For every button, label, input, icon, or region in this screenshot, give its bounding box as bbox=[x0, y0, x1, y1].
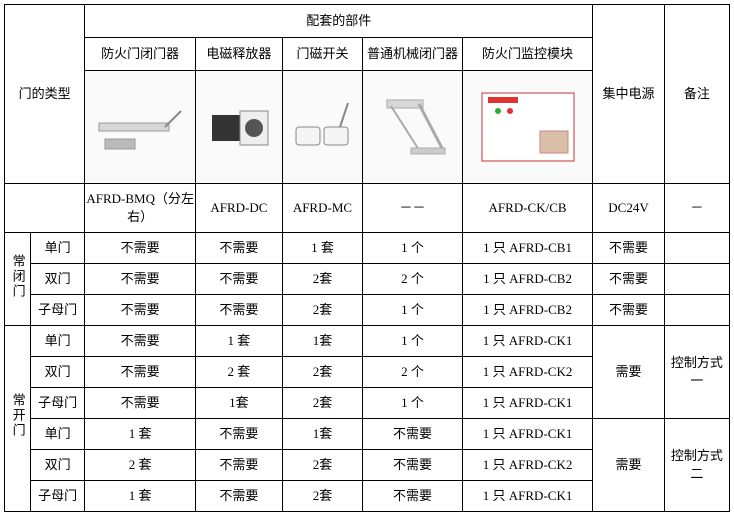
groupB-note-1: 控制方式一 bbox=[664, 326, 729, 419]
cell: 不需要 bbox=[593, 295, 665, 326]
components-header: 配套的部件 bbox=[85, 5, 593, 38]
cell bbox=[664, 233, 729, 264]
groupB-sub-1: 双门 bbox=[31, 357, 85, 388]
img-switch bbox=[282, 71, 362, 184]
cell: 1套 bbox=[282, 326, 362, 357]
cell: 1 套 bbox=[85, 481, 196, 512]
cell: 不需要 bbox=[85, 264, 196, 295]
groupB-sub-2: 子母门 bbox=[31, 388, 85, 419]
cell: 不需要 bbox=[195, 295, 282, 326]
cell: 不需要 bbox=[85, 326, 196, 357]
col-0-header: 防火门闭门器 bbox=[85, 38, 196, 71]
cell: 1套 bbox=[195, 388, 282, 419]
model-row-spacer bbox=[5, 184, 85, 233]
cell: 1 只 AFRD-CK2 bbox=[462, 357, 592, 388]
cell: 1 只 AFRD-CK2 bbox=[462, 450, 592, 481]
model-4: AFRD-CK/CB bbox=[462, 184, 592, 233]
groupB-sub-3: 单门 bbox=[31, 419, 85, 450]
cell: 1 只 AFRD-CB1 bbox=[462, 233, 592, 264]
cell: 1 套 bbox=[85, 419, 196, 450]
img-emag bbox=[195, 71, 282, 184]
cell: 1 只 AFRD-CK1 bbox=[462, 481, 592, 512]
groupB-power-1: 需要 bbox=[593, 326, 665, 419]
model-1: AFRD-DC bbox=[195, 184, 282, 233]
cell: 1套 bbox=[282, 419, 362, 450]
door-type-header: 门的类型 bbox=[5, 5, 85, 184]
cell: 1 套 bbox=[195, 326, 282, 357]
cell: 1 只 AFRD-CK1 bbox=[462, 419, 592, 450]
col-4-header: 防火门监控模块 bbox=[462, 38, 592, 71]
groupA-sub-2: 子母门 bbox=[31, 295, 85, 326]
col-2-header: 门磁开关 bbox=[282, 38, 362, 71]
groupB-title: 常开门 bbox=[5, 326, 31, 512]
cell: 2套 bbox=[282, 357, 362, 388]
groupA-title: 常闭门 bbox=[5, 233, 31, 326]
cell: 不需要 bbox=[195, 233, 282, 264]
cell: 不需要 bbox=[85, 233, 196, 264]
cell: 2套 bbox=[282, 481, 362, 512]
img-module bbox=[462, 71, 592, 184]
cell: 1 只 AFRD-CB2 bbox=[462, 264, 592, 295]
cell: 不需要 bbox=[363, 481, 463, 512]
door-type-label: 门的类型 bbox=[19, 86, 71, 101]
cell: 1 套 bbox=[282, 233, 362, 264]
cell: 2 套 bbox=[195, 357, 282, 388]
model-5: DC24V bbox=[593, 184, 665, 233]
cell: 不需要 bbox=[195, 450, 282, 481]
cell: 2套 bbox=[282, 264, 362, 295]
cell: 不需要 bbox=[85, 357, 196, 388]
model-3: －－ bbox=[363, 184, 463, 233]
cell: 1 只 AFRD-CK1 bbox=[462, 388, 592, 419]
groupA-sub-1: 双门 bbox=[31, 264, 85, 295]
cell: 不需要 bbox=[593, 264, 665, 295]
col-3-header: 普通机械闭门器 bbox=[363, 38, 463, 71]
img-closer bbox=[85, 71, 196, 184]
img-mech bbox=[363, 71, 463, 184]
groupB-power-2: 需要 bbox=[593, 419, 665, 512]
cell: 不需要 bbox=[363, 419, 463, 450]
cell: 1 个 bbox=[363, 233, 463, 264]
cell: 2 个 bbox=[363, 357, 463, 388]
cell: 2套 bbox=[282, 450, 362, 481]
cell: 不需要 bbox=[195, 419, 282, 450]
cell: 1 个 bbox=[363, 326, 463, 357]
cell: 不需要 bbox=[85, 295, 196, 326]
cell: 不需要 bbox=[195, 264, 282, 295]
cell: 1 个 bbox=[363, 388, 463, 419]
col-1-header: 电磁释放器 bbox=[195, 38, 282, 71]
model-2: AFRD-MC bbox=[282, 184, 362, 233]
groupB-sub-0: 单门 bbox=[31, 326, 85, 357]
groupB-note-2: 控制方式二 bbox=[664, 419, 729, 512]
cell: 不需要 bbox=[85, 388, 196, 419]
cell: 1 个 bbox=[363, 295, 463, 326]
cell: 不需要 bbox=[363, 450, 463, 481]
cell: 不需要 bbox=[593, 233, 665, 264]
cell: 2套 bbox=[282, 388, 362, 419]
cell: 2套 bbox=[282, 295, 362, 326]
cell: 不需要 bbox=[195, 481, 282, 512]
cell: 2 套 bbox=[85, 450, 196, 481]
cell: 2 个 bbox=[363, 264, 463, 295]
cell: 1 只 AFRD-CK1 bbox=[462, 326, 592, 357]
groupA-sub-0: 单门 bbox=[31, 233, 85, 264]
cell: 1 只 AFRD-CB2 bbox=[462, 295, 592, 326]
model-0: AFRD-BMQ（分左右） bbox=[85, 184, 196, 233]
col-remark-header: 备注 bbox=[664, 5, 729, 184]
cell bbox=[664, 264, 729, 295]
col-power-header: 集中电源 bbox=[593, 5, 665, 184]
groupB-sub-4: 双门 bbox=[31, 450, 85, 481]
groupB-sub-5: 子母门 bbox=[31, 481, 85, 512]
model-6: － bbox=[664, 184, 729, 233]
cell bbox=[664, 295, 729, 326]
